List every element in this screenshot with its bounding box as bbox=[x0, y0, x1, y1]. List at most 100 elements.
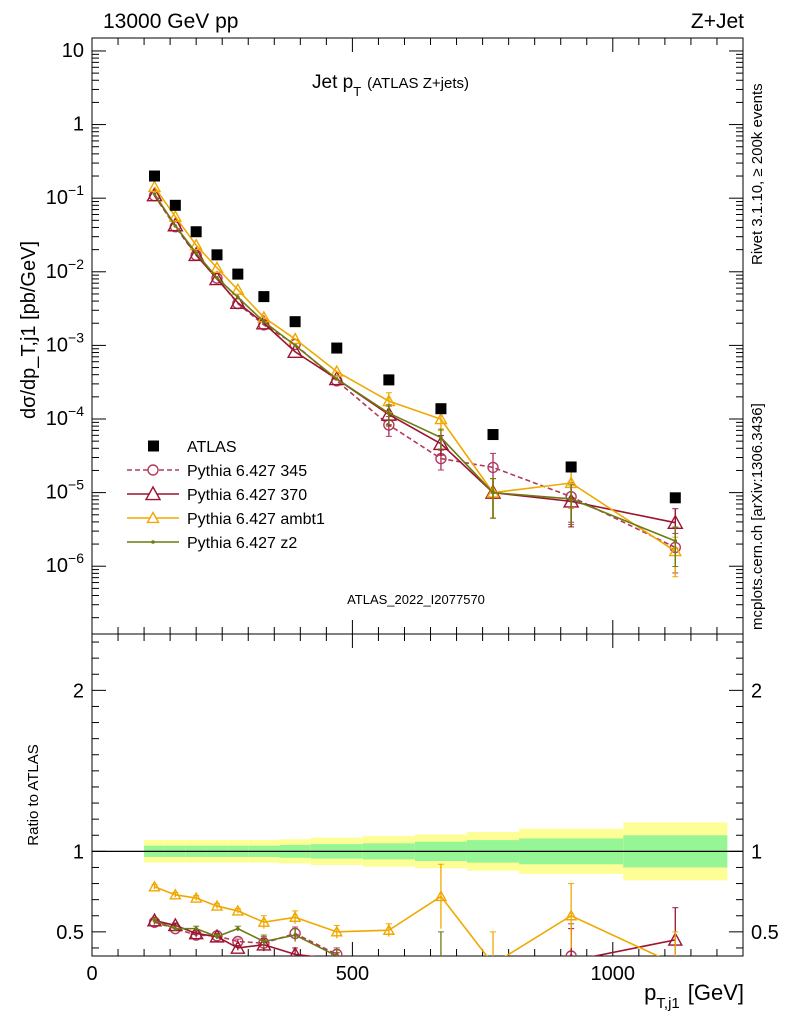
series-marker bbox=[147, 180, 162, 193]
legend-marker bbox=[146, 511, 160, 524]
series-marker bbox=[173, 224, 178, 228]
ratio-marker bbox=[330, 925, 343, 937]
series-marker bbox=[487, 461, 499, 474]
ratio-marker bbox=[188, 925, 204, 940]
ratio-marker bbox=[434, 889, 448, 902]
ratio-frame bbox=[91, 633, 744, 957]
data-point bbox=[669, 492, 681, 504]
series-marker bbox=[434, 412, 448, 425]
y-tick-label: 10−4 bbox=[46, 403, 84, 430]
header-right: Z+Jet bbox=[691, 10, 744, 33]
ratio-y-tick-label-right: 0.5 bbox=[751, 922, 779, 944]
ratio-y-tick-label: 0.5 bbox=[56, 922, 84, 944]
ratio-marker bbox=[236, 926, 240, 931]
ratio-y-tick-label-right: 2 bbox=[751, 680, 762, 702]
analysis-id: ATLAS_2022_I2077570 bbox=[347, 592, 485, 607]
data-point bbox=[487, 429, 499, 441]
legend-item: Pythia 6.427 ambt1 bbox=[127, 511, 325, 528]
data-point bbox=[289, 316, 301, 328]
ratio-marker bbox=[230, 940, 246, 954]
ratio-marker bbox=[334, 954, 339, 956]
ratio-marker bbox=[256, 936, 272, 951]
series-marker bbox=[288, 332, 302, 345]
ratio-series-group bbox=[146, 863, 683, 968]
ratio-marker bbox=[148, 880, 161, 892]
ratio-marker bbox=[564, 909, 578, 921]
ratio-marker bbox=[262, 939, 266, 944]
legend-marker bbox=[144, 485, 162, 501]
y-tick-label: 10−2 bbox=[46, 256, 84, 283]
ratio-x-tick-label: 500 bbox=[336, 963, 369, 985]
ratio-marker bbox=[173, 926, 178, 931]
series-marker bbox=[262, 319, 266, 324]
mcplots-label: mcplots.cern.ch [arXiv:1306.3436] bbox=[749, 403, 766, 630]
ratio-marker bbox=[289, 946, 301, 956]
ratio-marker bbox=[189, 891, 203, 903]
legend-label: Pythia 6.427 ambt1 bbox=[187, 511, 325, 528]
ratio-y-tick-label: 2 bbox=[73, 680, 84, 702]
series-marker bbox=[387, 411, 391, 415]
series-3 bbox=[152, 192, 679, 568]
series-marker bbox=[231, 282, 245, 295]
series-marker bbox=[167, 216, 184, 232]
ratio-marker bbox=[439, 962, 443, 966]
series-marker bbox=[330, 364, 344, 377]
series-marker bbox=[439, 435, 443, 440]
data-point bbox=[148, 170, 160, 182]
rivet-label: Rivet 3.1.10, ≥ 200k events bbox=[749, 83, 766, 265]
ratio-series-2 bbox=[148, 863, 680, 968]
ratio-marker bbox=[488, 959, 498, 968]
series-marker bbox=[236, 295, 240, 300]
ratio-ylabel: Ratio to ATLAS bbox=[25, 744, 42, 845]
series-marker bbox=[293, 343, 297, 348]
ratio-marker bbox=[152, 918, 157, 923]
ratio-y-tick-label: 1 bbox=[73, 841, 84, 863]
ratio-marker bbox=[169, 888, 182, 900]
series-marker bbox=[673, 539, 678, 543]
ratio-line bbox=[154, 919, 338, 956]
ratio-series-3 bbox=[151, 917, 444, 966]
series-marker bbox=[569, 497, 573, 501]
ratio-marker bbox=[210, 899, 224, 911]
y-tick-label: 1 bbox=[73, 114, 84, 136]
series-marker bbox=[146, 186, 163, 202]
data-point bbox=[211, 249, 223, 261]
series-marker bbox=[215, 275, 219, 280]
main-panel: 10 1 10−1 10−2 10−3 10−4 10−5 10−6 Jet pT (ATLAS… bbox=[18, 37, 744, 635]
series-marker bbox=[328, 370, 345, 386]
ratio-line bbox=[154, 921, 338, 956]
series-marker bbox=[189, 238, 203, 251]
data-point bbox=[565, 461, 577, 473]
ratio-marker bbox=[670, 959, 680, 968]
data-point bbox=[169, 199, 181, 211]
series-marker bbox=[491, 490, 495, 495]
data-point bbox=[232, 268, 244, 280]
series-marker bbox=[229, 294, 247, 310]
series-marker bbox=[187, 246, 205, 262]
series-marker bbox=[208, 270, 226, 286]
series-marker bbox=[334, 377, 339, 381]
legend: ATLAS Pythia 6.427 345 Pythia 6.427 370 Pyt… bbox=[127, 439, 325, 552]
series-marker bbox=[152, 192, 157, 196]
y-tick-label: 10−3 bbox=[46, 329, 84, 356]
legend-label: Pythia 6.427 z2 bbox=[187, 535, 297, 552]
main-title: Jet pT (ATLAS Z+jets) bbox=[312, 72, 469, 99]
data-point bbox=[190, 226, 202, 238]
ratio-x-tick-label: 1000 bbox=[591, 963, 636, 985]
ratio-marker bbox=[146, 912, 163, 927]
header-left: 13000 GeV pp bbox=[103, 10, 238, 33]
legend-item: ATLAS bbox=[148, 439, 237, 456]
legend-label: ATLAS bbox=[187, 439, 237, 456]
data-point bbox=[331, 342, 343, 354]
legend-marker bbox=[148, 440, 159, 452]
ratio-line bbox=[154, 919, 316, 956]
ratio-marker bbox=[293, 933, 297, 937]
y-tick-label: 10−1 bbox=[46, 182, 84, 209]
ratio-marker bbox=[382, 923, 396, 935]
ratio-x-tick-label: 0 bbox=[86, 963, 97, 985]
legend-item: Pythia 6.427 z2 bbox=[127, 535, 297, 552]
data-series bbox=[148, 170, 681, 504]
series-marker bbox=[194, 251, 198, 255]
legend-label: Pythia 6.427 345 bbox=[187, 463, 307, 480]
ratio-marker bbox=[257, 915, 271, 927]
